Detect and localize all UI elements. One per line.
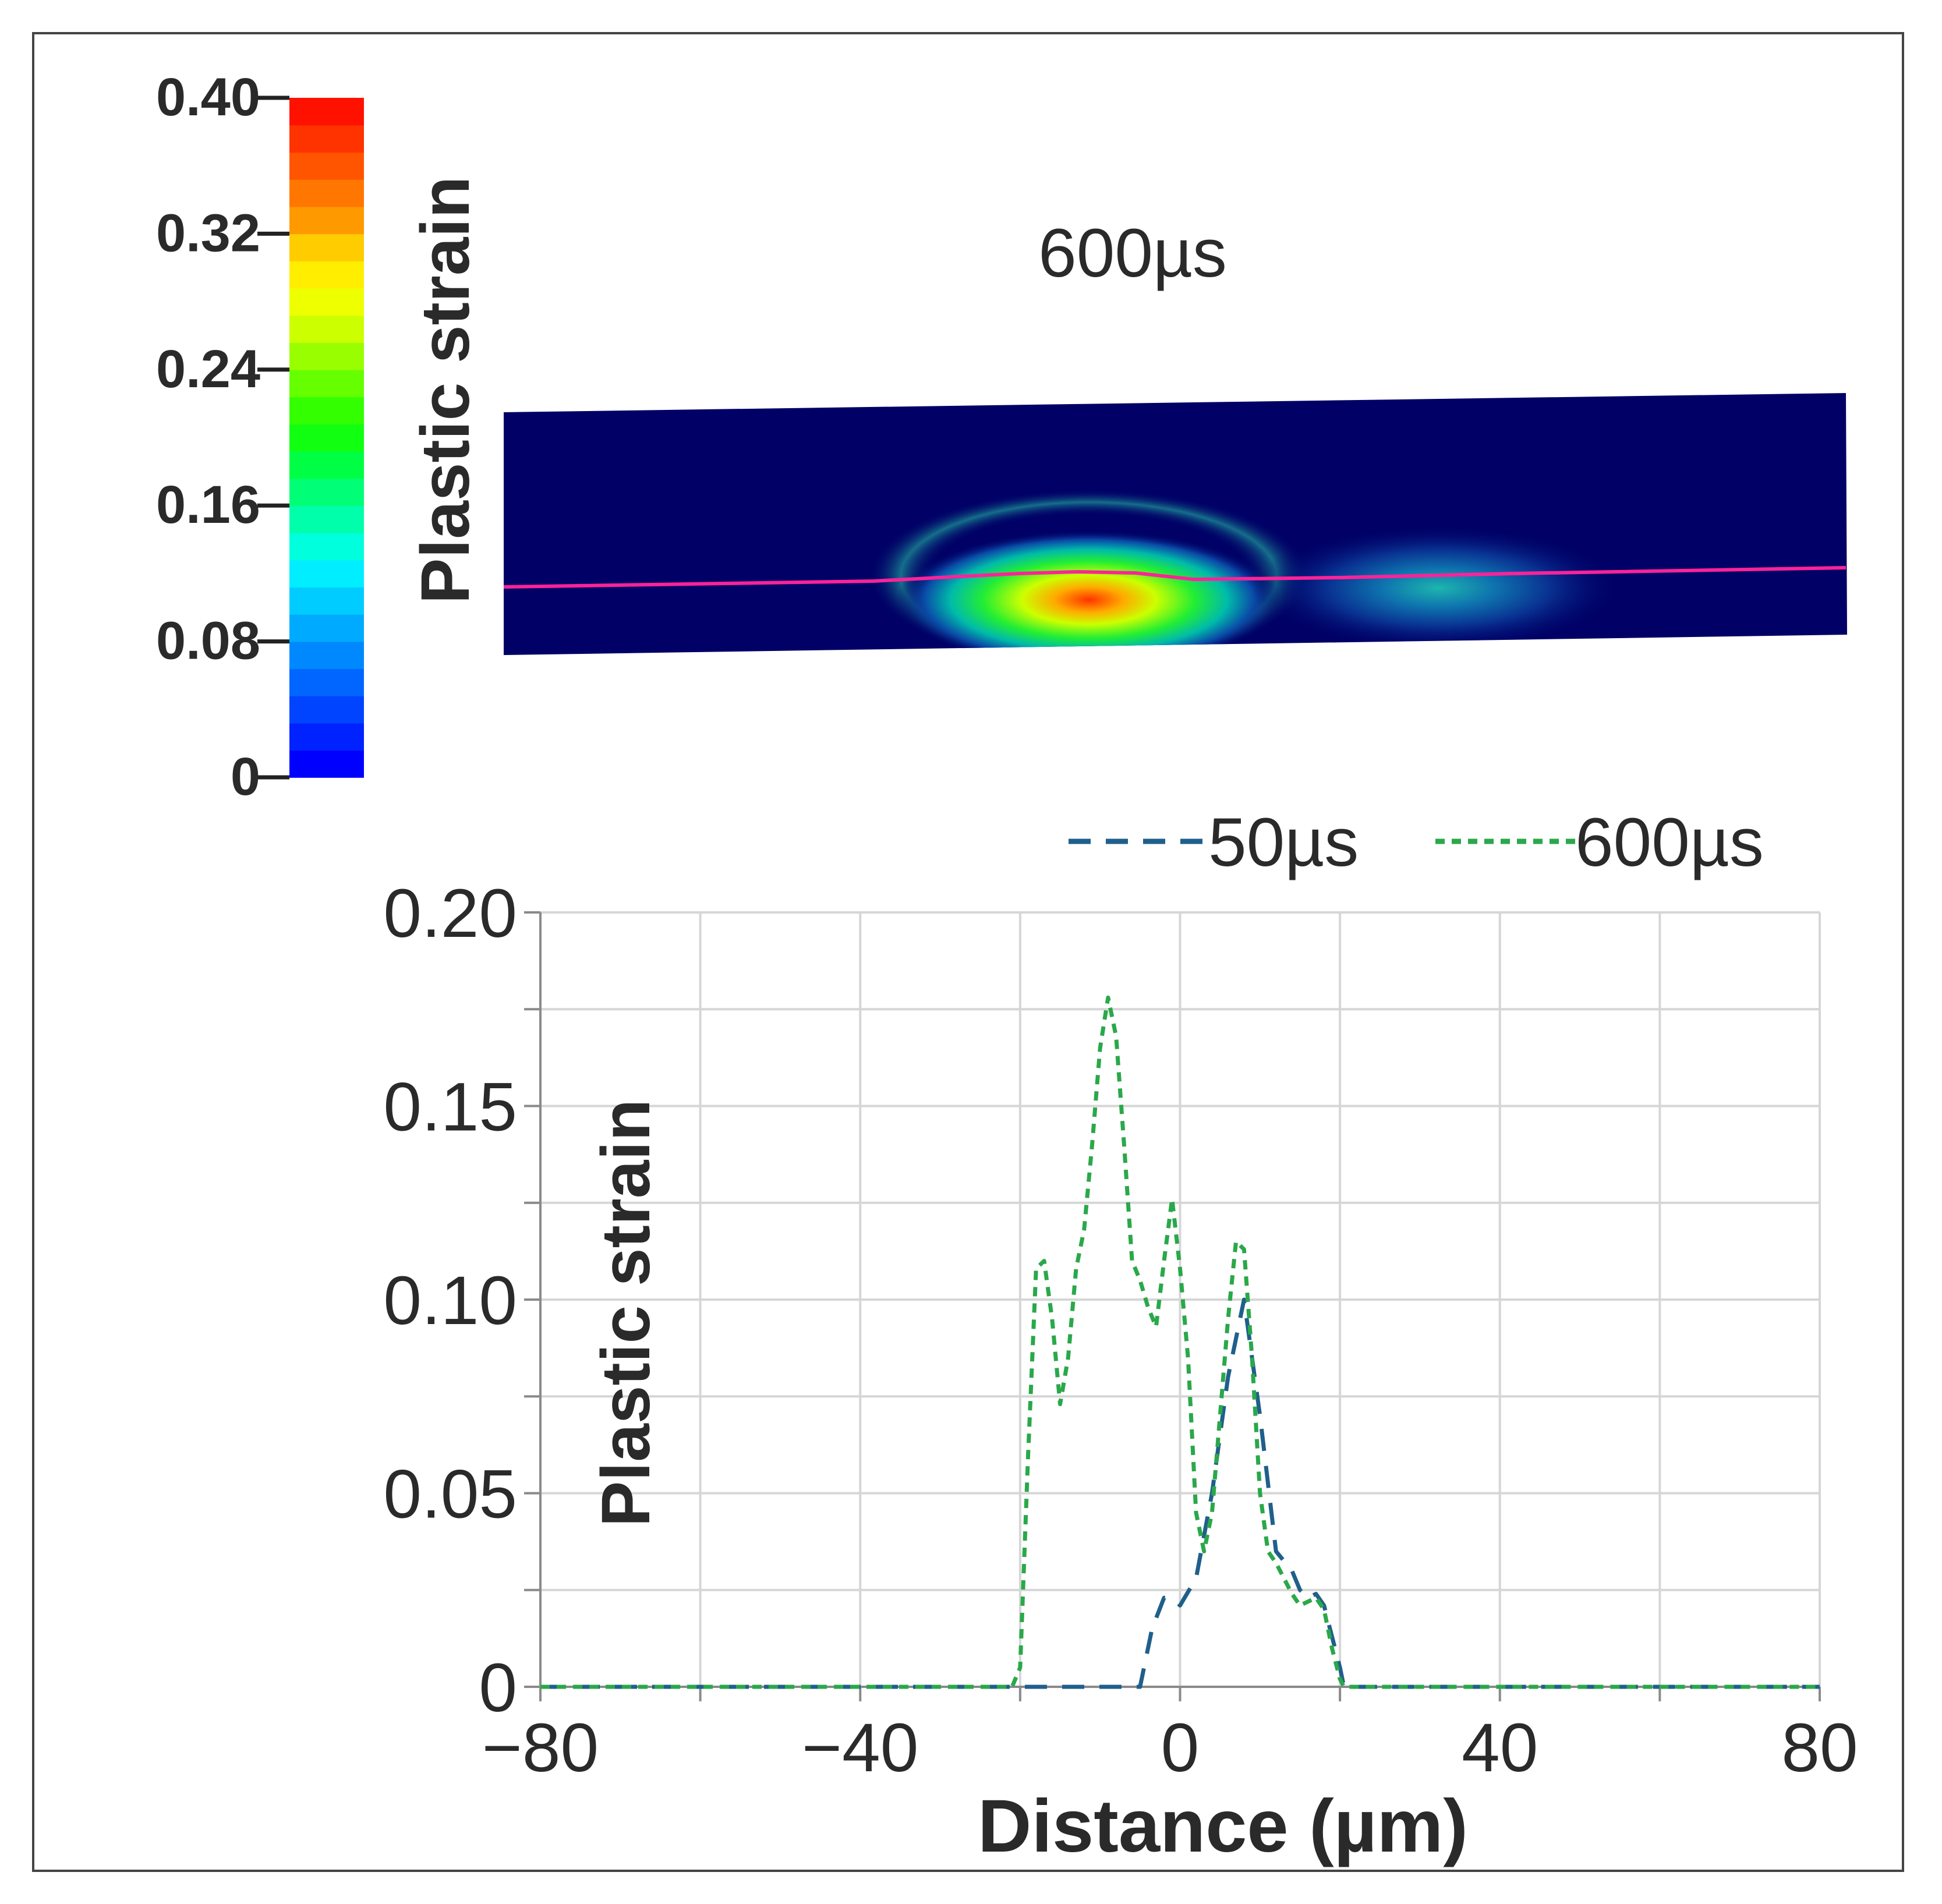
colorbar-swatches xyxy=(289,98,364,778)
series-line xyxy=(540,1297,1820,1689)
colorbar-swatch xyxy=(289,478,364,506)
colorbar-swatch xyxy=(289,315,364,343)
contour-section-line xyxy=(503,566,1847,589)
colorbar-tick-label: 0.08 xyxy=(156,611,260,671)
colorbar-tick-label: 0.40 xyxy=(156,68,260,127)
colorbar-swatch xyxy=(289,560,364,588)
contour-plot-title: 600µs xyxy=(1038,215,1227,292)
colorbar-ticks: 0.40 0.32 0.24 0.16 0.08 0 xyxy=(156,68,289,806)
colorbar-swatch xyxy=(289,369,364,398)
x-tick-label: 40 xyxy=(1462,1710,1538,1786)
figure-frame xyxy=(32,32,1904,1872)
colorbar-swatch xyxy=(289,505,364,533)
colorbar-swatch xyxy=(289,152,364,180)
colorbar-tick-label: 0.24 xyxy=(156,339,260,399)
x-tick-labels: −80 −40 0 40 80 xyxy=(482,1710,1858,1786)
legend-label: 50µs xyxy=(1208,804,1359,881)
colorbar-swatch xyxy=(289,98,364,126)
colorbar-swatch xyxy=(289,424,364,452)
chart-series xyxy=(540,995,1820,1689)
line-chart: −80 −40 0 40 80 0 0.05 0.10 0.15 0.20 Distance (… xyxy=(383,804,1858,1868)
colorbar-swatch xyxy=(289,125,364,153)
colorbar-swatch xyxy=(289,723,364,751)
y-tick-labels: 0 0.05 0.10 0.15 0.20 xyxy=(383,875,517,1726)
contour-plot: 600µs xyxy=(503,215,1847,655)
strain-field xyxy=(868,489,1625,655)
x-tick-label: 0 xyxy=(1161,1710,1200,1786)
y-tick-label: 0.15 xyxy=(383,1069,517,1146)
colorbar-swatch xyxy=(289,288,364,316)
colorbar-swatch xyxy=(289,179,364,207)
chart-legend: 50µs 600µs xyxy=(1069,804,1764,881)
colorbar-swatch xyxy=(289,397,364,424)
colorbar-swatch xyxy=(289,668,364,696)
colorbar-swatch xyxy=(289,750,364,778)
series-line xyxy=(540,995,1820,1689)
colorbar-swatch xyxy=(289,614,364,642)
colorbar-swatch xyxy=(289,532,364,561)
y-tick-label: 0.10 xyxy=(383,1262,517,1339)
colorbar-swatch xyxy=(289,261,364,289)
colorbar-title: Plastic strain xyxy=(407,176,484,604)
y-tick-label: 0.20 xyxy=(383,875,517,952)
y-tick-label: 0 xyxy=(479,1650,517,1726)
x-tick-label: 80 xyxy=(1781,1710,1858,1786)
colorbar-swatch xyxy=(289,451,364,479)
colorbar-swatch xyxy=(289,587,364,615)
colorbar-swatch xyxy=(289,695,364,724)
chart-grid xyxy=(540,911,1821,1687)
legend-label: 600µs xyxy=(1575,804,1764,881)
x-axis-label: Distance (µm) xyxy=(978,1785,1468,1868)
x-tick-label: −80 xyxy=(482,1710,599,1786)
colorbar-swatch xyxy=(289,206,364,235)
colorbar-tick-label: 0.16 xyxy=(156,475,260,535)
x-tick-label: −40 xyxy=(802,1710,918,1786)
y-axis-label: Plastic strain xyxy=(588,1099,664,1527)
colorbar-swatch xyxy=(289,342,364,370)
colorbar-swatch xyxy=(289,233,364,261)
colorbar-swatch xyxy=(289,641,364,670)
colorbar: 0.40 0.32 0.24 0.16 0.08 0 Plastic strain xyxy=(156,68,484,806)
colorbar-tick-label: 0 xyxy=(231,747,260,806)
y-tick-label: 0.05 xyxy=(383,1456,517,1533)
colorbar-tick-label: 0.32 xyxy=(156,203,260,263)
